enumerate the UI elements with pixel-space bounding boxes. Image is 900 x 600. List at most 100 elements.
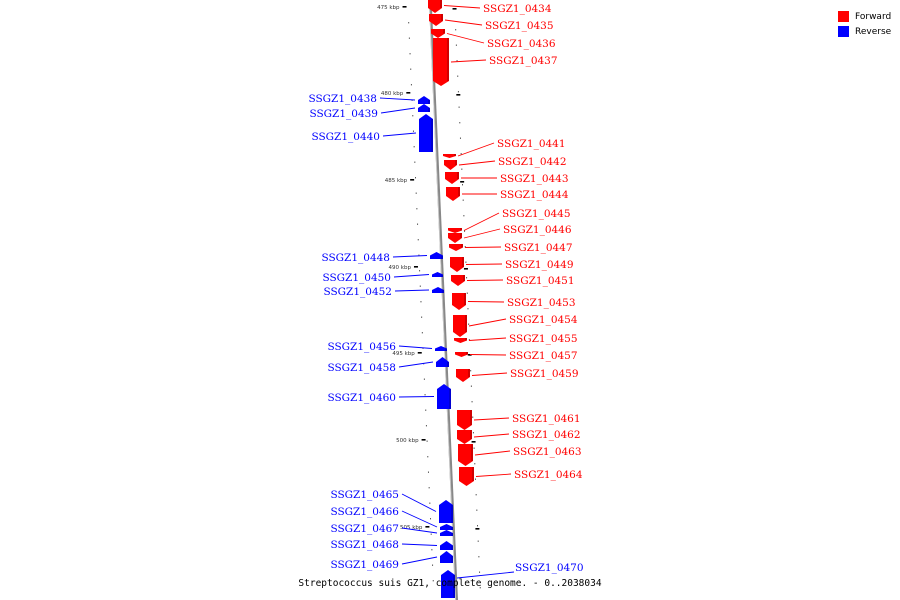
minor-tick-right bbox=[458, 106, 460, 108]
reverse-gene-leader bbox=[393, 274, 430, 278]
reverse-gene bbox=[441, 570, 455, 598]
forward-gene-leader bbox=[450, 59, 487, 63]
gene-shading bbox=[461, 244, 463, 248]
forward-gene-leader bbox=[473, 433, 510, 438]
reverse-gene-label: SSGZ1_0448 bbox=[321, 252, 390, 264]
legend-forward-label: Forward bbox=[855, 11, 892, 22]
minor-tick-left bbox=[415, 192, 417, 194]
scale-tick-mark bbox=[425, 526, 430, 528]
forward-gene-label: SSGZ1_0455 bbox=[509, 333, 578, 345]
forward-gene-label: SSGZ1_0449 bbox=[505, 259, 574, 271]
forward-gene-leader bbox=[458, 160, 496, 166]
reverse-gene-leader bbox=[398, 361, 434, 368]
forward-gene bbox=[446, 187, 460, 201]
forward-gene-label: SSGZ1_0442 bbox=[498, 156, 567, 168]
gene-shading bbox=[465, 338, 467, 341]
scale-tick-label: 500 kbp bbox=[396, 438, 419, 444]
forward-gene-label: SSGZ1_0447 bbox=[504, 242, 573, 254]
scale-tick-label: 480 kbp bbox=[381, 91, 404, 97]
reverse-gene-leader bbox=[392, 255, 428, 258]
minor-tick-right bbox=[470, 385, 472, 387]
forward-gene-leader bbox=[463, 228, 501, 239]
minor-tick-left bbox=[418, 254, 420, 256]
minor-tick-right bbox=[468, 323, 470, 325]
minor-tick-left bbox=[410, 68, 412, 70]
minor-tick-left bbox=[409, 53, 411, 55]
forward-gene bbox=[448, 228, 462, 233]
forward-gene-leader bbox=[468, 337, 507, 341]
legend-reverse: Reverse bbox=[838, 24, 891, 39]
minor-tick-right bbox=[477, 525, 479, 527]
minor-tick-right bbox=[466, 292, 468, 294]
scale-tick-label: 495 kbp bbox=[392, 351, 415, 357]
scale-tick-mark-right bbox=[452, 8, 457, 10]
forward-gene-leader bbox=[471, 372, 508, 376]
minor-tick-left bbox=[431, 549, 433, 551]
forward-gene bbox=[428, 0, 442, 13]
forward-gene bbox=[433, 38, 449, 86]
scale-tick-mark-right bbox=[460, 181, 465, 183]
reverse-gene-leader bbox=[379, 97, 416, 101]
forward-gene-label: SSGZ1_0444 bbox=[500, 189, 569, 201]
gene-shading bbox=[472, 467, 474, 481]
reverse-gene-leader bbox=[401, 527, 438, 534]
minor-tick-right bbox=[468, 339, 470, 341]
gene-shading bbox=[442, 290, 444, 293]
legend-forward: Forward bbox=[838, 9, 891, 24]
minor-tick-right bbox=[465, 261, 467, 263]
minor-tick-right bbox=[456, 60, 458, 62]
forward-gene-leader bbox=[464, 246, 502, 248]
gene-shading bbox=[451, 527, 453, 530]
minor-tick-right bbox=[457, 91, 459, 93]
minor-tick-left bbox=[427, 471, 429, 473]
gene-shading bbox=[441, 274, 443, 277]
reverse-gene bbox=[430, 252, 443, 259]
minor-tick-right bbox=[459, 137, 461, 139]
reverse-gene bbox=[437, 384, 451, 409]
minor-tick-left bbox=[421, 332, 423, 334]
gene-shading bbox=[460, 228, 462, 231]
scale-tick-mark bbox=[402, 6, 407, 8]
minor-tick-right bbox=[464, 246, 466, 248]
scale-tick-mark bbox=[413, 266, 418, 268]
forward-gene-label: SSGZ1_0459 bbox=[510, 368, 579, 380]
forward-gene bbox=[455, 352, 468, 357]
scale-tick-mark-right bbox=[467, 354, 472, 356]
forward-gene-leader bbox=[467, 301, 505, 303]
minor-tick-left bbox=[426, 440, 428, 442]
forward-gene-label: SSGZ1_0462 bbox=[512, 429, 581, 441]
forward-gene bbox=[452, 293, 466, 310]
forward-gene bbox=[453, 315, 467, 337]
forward-gene-leader bbox=[466, 279, 504, 281]
reverse-gene-label: SSGZ1_0456 bbox=[327, 341, 396, 353]
gene-shading bbox=[465, 315, 467, 332]
minor-tick-left bbox=[421, 316, 423, 318]
gene-shading bbox=[458, 187, 460, 196]
gene-shading bbox=[441, 255, 443, 259]
forward-gene bbox=[450, 257, 464, 272]
gene-shading bbox=[431, 119, 433, 152]
reverse-gene bbox=[440, 541, 453, 550]
forward-gene-label: SSGZ1_0437 bbox=[489, 55, 558, 67]
minor-tick-right bbox=[474, 463, 476, 465]
forward-gene-label: SSGZ1_0453 bbox=[507, 297, 576, 309]
forward-gene-label: SSGZ1_0464 bbox=[514, 469, 583, 481]
scale-tick-mark-right bbox=[471, 441, 476, 443]
forward-gene-leader bbox=[468, 318, 507, 327]
gene-shading bbox=[454, 154, 456, 156]
forward-gene bbox=[454, 338, 467, 343]
gene-shading bbox=[428, 108, 430, 112]
minor-tick-left bbox=[419, 270, 421, 272]
forward-gene-label: SSGZ1_0454 bbox=[509, 314, 578, 326]
reverse-gene bbox=[418, 96, 430, 104]
minor-tick-left bbox=[408, 37, 410, 39]
reverse-gene bbox=[418, 104, 430, 112]
reverse-gene-leader bbox=[401, 543, 438, 546]
minor-tick-right bbox=[459, 122, 461, 124]
forward-gene bbox=[449, 244, 463, 251]
minor-tick-left bbox=[430, 518, 432, 520]
reverse-gene bbox=[440, 524, 453, 530]
minor-tick-left bbox=[424, 394, 426, 396]
minor-tick-right bbox=[472, 416, 474, 418]
